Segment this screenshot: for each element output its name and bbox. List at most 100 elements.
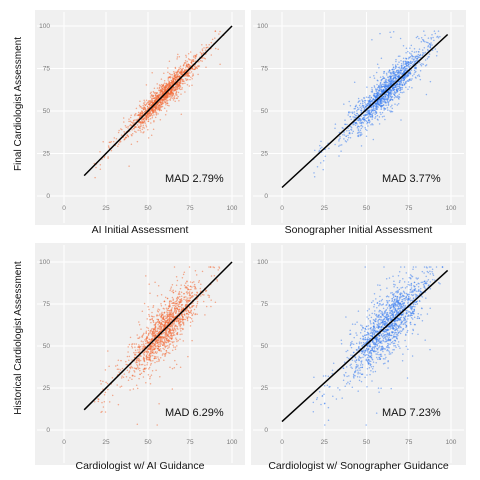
data-point <box>191 305 193 308</box>
data-point <box>316 396 319 399</box>
data-point <box>159 119 162 121</box>
data-point <box>379 111 381 114</box>
data-point <box>190 309 192 311</box>
data-point <box>393 93 396 96</box>
data-point <box>173 304 176 307</box>
data-point <box>107 388 109 391</box>
data-point <box>194 313 197 315</box>
data-point <box>152 342 155 344</box>
data-point <box>168 321 170 324</box>
data-point <box>154 344 156 347</box>
data-point <box>141 347 144 350</box>
data-point <box>153 357 155 360</box>
data-point <box>192 55 195 57</box>
data-point <box>395 96 398 98</box>
data-point <box>362 327 364 329</box>
data-point <box>385 86 387 88</box>
data-point <box>133 371 136 373</box>
data-point <box>389 80 391 82</box>
data-point <box>176 340 178 343</box>
data-point <box>151 116 154 119</box>
data-point <box>415 266 417 268</box>
data-point <box>356 106 359 109</box>
data-point <box>193 283 196 286</box>
data-point <box>123 121 125 123</box>
x-tick-label: 100 <box>446 439 457 446</box>
data-point <box>363 97 365 99</box>
data-point <box>205 305 208 308</box>
data-point <box>146 363 148 366</box>
data-point <box>165 99 168 101</box>
data-point <box>163 348 165 351</box>
data-point <box>177 304 179 307</box>
data-point <box>189 288 191 291</box>
data-point <box>160 302 162 305</box>
data-point <box>387 76 389 78</box>
data-point <box>170 286 173 288</box>
data-point <box>434 32 437 35</box>
data-point <box>146 105 149 108</box>
y-tick-label: 0 <box>46 193 50 200</box>
data-point <box>104 391 107 394</box>
data-point <box>130 124 133 127</box>
data-point <box>403 91 405 93</box>
data-point <box>389 328 392 330</box>
data-point <box>347 136 350 139</box>
data-point <box>391 69 394 71</box>
data-point <box>349 380 352 383</box>
data-point <box>158 93 160 96</box>
data-point <box>152 327 154 330</box>
data-point <box>181 300 183 302</box>
data-point <box>145 275 147 277</box>
data-point <box>154 334 157 336</box>
data-point <box>155 352 158 354</box>
data-point <box>395 326 397 329</box>
data-point <box>164 96 166 99</box>
data-point <box>167 335 170 338</box>
data-point <box>191 320 194 322</box>
data-point <box>170 317 172 320</box>
data-point <box>153 347 156 350</box>
data-point <box>380 320 382 322</box>
data-point <box>380 57 383 60</box>
data-point <box>134 353 136 356</box>
data-point <box>185 304 187 306</box>
data-point <box>187 52 190 55</box>
data-point <box>142 121 145 124</box>
data-point <box>402 82 405 84</box>
data-point <box>157 308 159 310</box>
data-point <box>418 37 420 40</box>
data-point <box>327 375 330 377</box>
data-point <box>163 331 165 334</box>
data-point <box>179 333 181 336</box>
data-point <box>192 302 194 304</box>
data-point <box>361 325 363 327</box>
data-point <box>169 300 171 302</box>
data-point <box>374 113 376 116</box>
data-point <box>168 340 171 342</box>
data-point <box>138 361 141 363</box>
data-point <box>363 108 366 111</box>
data-point <box>201 52 203 55</box>
data-point <box>420 64 423 67</box>
data-point <box>391 340 394 343</box>
data-point <box>373 74 375 77</box>
data-point <box>142 126 144 128</box>
data-point <box>384 81 386 84</box>
data-point <box>133 127 135 130</box>
data-point <box>396 96 399 99</box>
data-point <box>160 109 163 112</box>
data-point <box>131 366 134 369</box>
data-point <box>395 301 397 304</box>
data-point <box>185 79 188 82</box>
data-point <box>178 56 181 58</box>
data-point <box>397 334 399 337</box>
data-point <box>173 266 176 268</box>
data-point <box>170 93 172 96</box>
data-point <box>342 379 345 382</box>
data-point <box>172 346 175 348</box>
data-point <box>170 310 173 312</box>
data-point <box>188 316 190 318</box>
data-point <box>93 162 96 165</box>
